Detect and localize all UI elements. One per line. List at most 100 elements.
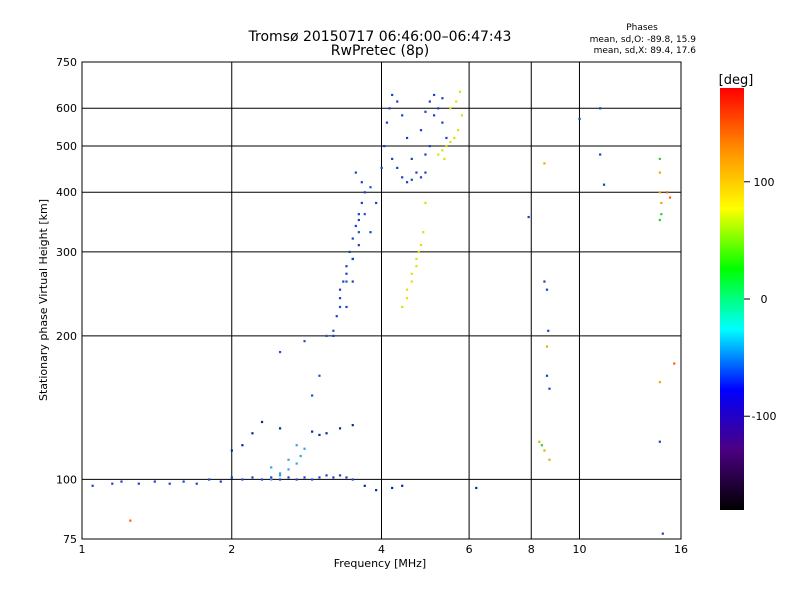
data-point: [318, 476, 321, 479]
data-point: [335, 315, 338, 318]
y-tick-label: 75: [63, 533, 77, 546]
data-point: [396, 166, 399, 170]
x-tick-label: 10: [572, 543, 586, 556]
data-point: [405, 136, 409, 140]
data-point: [401, 484, 404, 487]
data-point: [578, 117, 581, 121]
colorbar-ticks: 100 0 -100: [744, 176, 776, 423]
data-point: [354, 171, 357, 174]
data-point: [168, 482, 171, 485]
scatter-points: [91, 90, 676, 535]
x-tick-label: 8: [528, 543, 535, 556]
x-tick-label: 16: [674, 543, 688, 556]
data-point: [270, 476, 273, 479]
data-point: [345, 272, 348, 275]
data-point: [357, 218, 360, 222]
data-point: [437, 153, 440, 156]
data-point: [475, 486, 478, 490]
data-point: [137, 482, 140, 485]
y-tick-label: 600: [56, 102, 77, 115]
data-point: [432, 93, 436, 97]
data-point: [548, 387, 551, 390]
data-point: [230, 449, 233, 452]
data-point: [219, 480, 222, 483]
data-point: [545, 345, 549, 348]
data-point: [357, 213, 360, 216]
y-tick-label: 200: [56, 330, 77, 343]
data-point: [602, 183, 606, 186]
grid: [82, 62, 681, 539]
data-point: [270, 466, 273, 469]
data-point: [419, 129, 423, 132]
data-point: [415, 171, 418, 174]
data-point: [360, 181, 363, 184]
data-point: [318, 374, 321, 377]
data-point: [287, 468, 290, 471]
data-point: [182, 480, 185, 483]
data-point: [673, 362, 676, 365]
data-point: [385, 121, 389, 124]
data-point: [295, 478, 298, 481]
x-tick-label: 6: [466, 543, 473, 556]
data-point: [351, 280, 354, 283]
data-point: [332, 476, 335, 479]
data-point: [299, 454, 302, 458]
data-point: [458, 90, 462, 93]
x-axis-label: Frequency [MHz]: [334, 557, 426, 570]
data-point: [415, 257, 418, 261]
data-point: [303, 340, 306, 343]
y-tick-label: 100: [56, 473, 77, 486]
data-point: [383, 144, 386, 148]
data-point: [287, 458, 290, 461]
data-point: [441, 97, 444, 100]
data-point: [338, 474, 342, 477]
data-point: [251, 432, 254, 435]
data-point: [278, 472, 282, 475]
data-point: [363, 484, 366, 487]
chart-title: Tromsø 20150717 06:46:00–06:47:43: [248, 29, 512, 45]
data-point: [345, 265, 348, 268]
data-point: [543, 162, 546, 165]
phases-header: Phases: [626, 23, 658, 33]
data-point: [345, 305, 348, 309]
colorbar-tick-label: -100: [752, 410, 777, 423]
data-point: [437, 107, 440, 110]
data-point: [660, 213, 663, 216]
data-point: [260, 420, 264, 424]
data-point: [311, 430, 314, 433]
data-point: [129, 519, 132, 522]
data-point: [666, 191, 669, 194]
data-point: [338, 288, 342, 291]
data-point: [405, 297, 409, 300]
data-point: [351, 478, 354, 481]
data-point: [401, 305, 404, 309]
data-point: [207, 478, 211, 481]
data-point: [410, 178, 413, 181]
data-point: [453, 136, 456, 140]
data-point: [332, 334, 335, 338]
data-point: [424, 171, 427, 174]
data-point: [348, 250, 351, 254]
data-point: [658, 171, 661, 174]
y-tick-label: 750: [56, 56, 77, 69]
x-tick-label: 4: [378, 543, 385, 556]
data-point: [668, 196, 672, 199]
data-point: [303, 447, 306, 450]
data-point: [457, 129, 460, 132]
x-tick-label: 1: [79, 543, 86, 556]
y-tick-label: 500: [56, 140, 77, 153]
data-point: [419, 176, 423, 179]
data-point: [441, 121, 444, 124]
data-point: [422, 231, 425, 234]
data-point: [351, 424, 354, 427]
data-point: [360, 201, 363, 205]
data-point: [658, 381, 661, 384]
data-point: [449, 140, 452, 144]
data-point: [599, 153, 602, 156]
data-point: [345, 280, 348, 283]
data-point: [369, 231, 372, 234]
data-point: [391, 157, 394, 161]
data-point: [357, 244, 360, 247]
data-point: [445, 136, 448, 140]
